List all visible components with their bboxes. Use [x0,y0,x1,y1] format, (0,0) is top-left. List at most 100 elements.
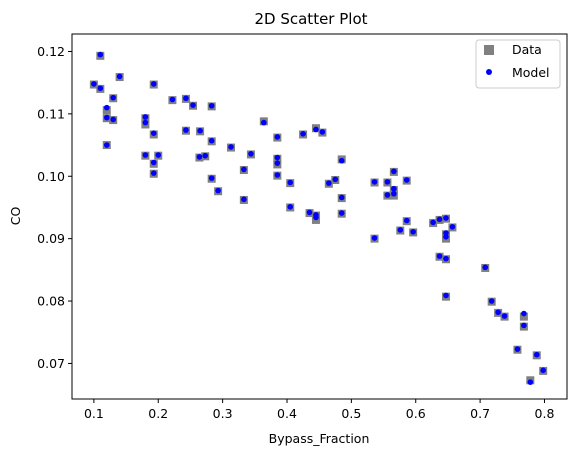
model-point [319,129,326,135]
legend-data-marker [484,45,494,55]
model-point [338,210,345,216]
model-point [261,119,267,126]
model-point [326,180,332,186]
x-tick-label: 0.8 [535,406,555,421]
model-point [540,367,546,374]
model-point [436,216,443,223]
model-point [274,134,281,140]
model-point [482,264,489,271]
model-point [338,194,345,201]
model-point [103,104,110,111]
model-point [215,187,221,194]
model-point [142,114,149,120]
model-point [91,81,97,87]
x-tick-label: 0.5 [341,406,361,421]
model-point [274,154,281,161]
x-tick-label: 0.7 [470,406,490,421]
y-tick-label: 0.08 [37,294,65,309]
model-point [241,166,247,173]
model-point [202,152,209,159]
model-point [527,379,534,385]
model-point [208,137,215,144]
model-point [155,152,162,158]
model-point [443,233,449,240]
model-point [97,51,104,58]
legend-model-label: Model [512,65,550,80]
model-point [150,159,157,166]
model-point [514,346,521,352]
model-point [430,219,436,226]
model-series-points [91,51,546,385]
model-point [248,150,254,157]
model-point [313,126,319,133]
model-point [103,114,110,121]
model-point [338,157,345,164]
y-axis: 0.07 0.08 0.09 0.10 0.11 0.12 [37,44,72,371]
x-tick-label: 0.4 [277,406,297,421]
y-tick-label: 0.10 [37,169,65,184]
x-axis: 0.1 0.2 0.3 0.4 0.5 0.6 0.7 0.8 [84,399,555,421]
model-point [274,172,281,178]
model-point [287,204,294,210]
model-point [449,223,456,230]
model-point [495,309,501,316]
model-point [274,160,281,166]
model-point [533,351,540,358]
model-point [332,176,339,183]
legend-model-marker [486,69,492,75]
y-tick-label: 0.09 [37,231,65,246]
model-point [116,73,123,80]
model-point [150,170,157,176]
model-point [190,102,196,108]
model-point [443,255,449,262]
model-point [208,102,215,109]
chart-title: 2D Scatter Plot [254,10,367,28]
x-tick-label: 0.1 [84,406,104,421]
model-point [443,292,449,299]
legend: Data Model [475,39,561,89]
data-point [519,312,528,321]
model-point [410,228,416,235]
model-point [391,185,397,192]
x-tick-label: 0.2 [148,406,168,421]
model-point [403,177,410,183]
model-point [300,131,306,137]
model-point [443,215,449,221]
model-point [97,85,104,92]
y-tick-label: 0.07 [37,356,65,371]
model-point [391,168,397,175]
model-point [110,116,116,123]
model-point [397,227,404,233]
model-point [391,190,397,197]
model-point [371,179,378,185]
plot-frame [71,33,568,400]
model-point [196,154,203,160]
model-point [197,127,203,134]
x-tick-label: 0.3 [213,406,233,421]
y-axis-label: CO [8,207,23,226]
model-point [384,179,391,185]
model-point [103,142,110,148]
model-point [150,81,157,87]
y-tick-label: 0.12 [37,44,65,59]
model-point [488,298,495,304]
model-point [142,152,149,158]
model-point [228,144,234,150]
model-point [436,253,443,259]
model-point [183,95,189,102]
model-point [142,119,149,126]
model-point [183,127,189,133]
model-point [208,175,215,181]
model-point [313,214,319,221]
model-point [306,209,313,216]
legend-data-label: Data [512,42,542,57]
model-point [521,322,527,329]
model-point [501,313,508,319]
y-tick-label: 0.11 [37,106,65,121]
model-point [169,96,176,103]
model-point [384,192,391,198]
model-point [110,94,116,101]
model-point [521,310,527,317]
model-point [287,179,294,186]
